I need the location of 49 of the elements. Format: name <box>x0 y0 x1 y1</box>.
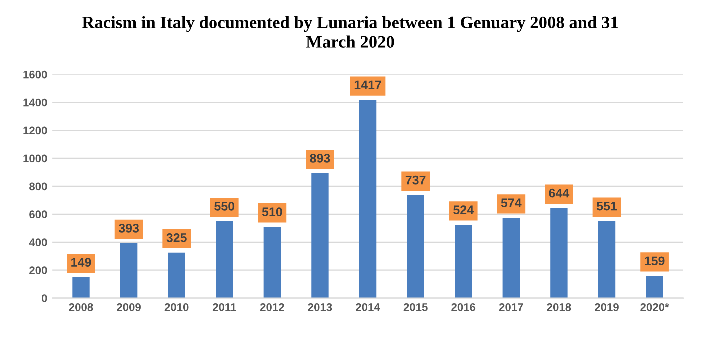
data-label: 1417 <box>354 80 382 90</box>
data-label: 893 <box>310 154 330 163</box>
bar <box>598 221 616 298</box>
data-label: 551 <box>596 202 618 211</box>
bar <box>407 195 424 298</box>
y-tick-label: 600 <box>30 210 48 219</box>
x-tick-label: 2014 <box>356 303 380 312</box>
bar <box>646 276 664 298</box>
x-tick-label: 2013 <box>308 303 332 312</box>
bar <box>550 208 568 298</box>
bar <box>72 277 90 298</box>
y-tick-label: 1400 <box>24 98 48 107</box>
bar <box>168 252 186 298</box>
bar <box>120 243 138 298</box>
x-tick-label: 2009 <box>117 303 141 312</box>
data-label: 550 <box>214 202 235 211</box>
x-tick-label: 2020* <box>640 303 670 312</box>
data-label: 393 <box>118 224 140 233</box>
y-tick-label: 200 <box>30 266 48 274</box>
x-tick-label: 2019 <box>595 303 619 312</box>
data-label: 149 <box>72 258 92 267</box>
x-tick-label: 2012 <box>260 303 284 312</box>
bar <box>359 100 377 298</box>
x-tick-label: 2017 <box>499 303 524 312</box>
data-label: 644 <box>549 188 570 198</box>
x-tick-label: 2011 <box>212 303 236 312</box>
bar <box>216 221 234 298</box>
bar <box>264 227 282 298</box>
y-tick-label: 1600 <box>24 70 48 79</box>
bar <box>502 218 520 298</box>
bar <box>312 173 329 298</box>
data-label: 574 <box>501 198 522 208</box>
bar <box>455 225 472 298</box>
data-label: 325 <box>166 233 187 242</box>
y-tick-label: 1200 <box>24 126 48 135</box>
y-tick-label: 1000 <box>24 154 48 163</box>
chart-title: Racism in Italy documented by Lunaria between 1 Genuary 2008 and 31 March 2020 <box>82 16 618 48</box>
data-label: 510 <box>262 208 282 216</box>
y-tick-label: 0 <box>42 294 48 302</box>
y-tick-label: 800 <box>30 182 48 191</box>
x-tick-label: 2008 <box>69 303 94 312</box>
x-tick-label: 2015 <box>404 303 428 312</box>
data-label: 159 <box>645 256 665 266</box>
x-tick-label: 2010 <box>164 303 189 312</box>
data-label: 737 <box>406 176 426 185</box>
x-tick-label: 2016 <box>452 303 476 312</box>
data-label: 524 <box>454 206 474 215</box>
y-tick-label: 400 <box>29 238 48 247</box>
x-tick-label: 2018 <box>547 303 572 312</box>
